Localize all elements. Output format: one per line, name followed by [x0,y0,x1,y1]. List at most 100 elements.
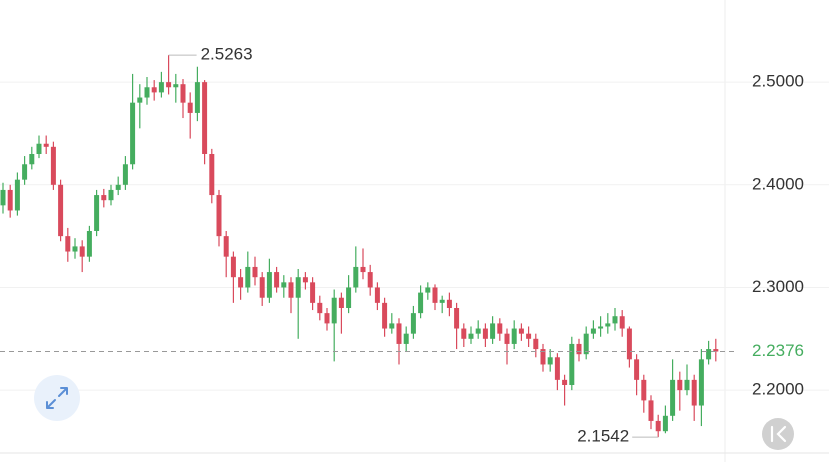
candle-body [22,164,28,180]
candle-body [454,308,460,329]
candle-body [346,287,352,308]
candle-body [7,189,13,211]
candle-body [65,236,71,252]
candle-body [475,328,481,334]
candle-body [281,282,287,288]
candle-body [461,328,467,339]
candle-body [526,333,532,339]
candle-body [187,102,193,113]
candle-body [324,313,330,324]
candle-body [698,359,704,406]
candle-body [583,333,589,355]
candle-body [266,272,272,298]
y-tick-label: 2.3000 [752,277,804,296]
candle-body [511,328,517,344]
candle-body [670,379,676,416]
candles [0,55,719,438]
candle-body [641,379,647,401]
candle-body [533,338,539,350]
expand-button-bg[interactable] [34,375,80,421]
candle-body [259,277,265,298]
y-tick-label: 2.2000 [752,380,804,399]
y-tick-label: 2.5000 [752,72,804,91]
candle-body [446,299,452,308]
candle-body [619,316,625,329]
candle-body [230,256,236,278]
candle-body [238,277,244,288]
candle-body [403,333,409,344]
candle-body [425,287,431,293]
candle-body [317,302,323,314]
max-label: 2.5263 [201,45,253,64]
candle-body [598,326,604,329]
candle-body [94,195,100,231]
candle-body [338,297,344,308]
candle-body [382,302,388,329]
candle-body [274,272,280,288]
candle-body [634,359,640,380]
candle-body [115,184,121,190]
scroll-icon[interactable] [770,425,787,443]
candle-body [468,333,474,339]
expand-icon[interactable] [46,387,68,409]
candle-body [367,272,373,288]
candle-body [151,87,157,93]
candle-body [245,266,251,288]
overlay: 2.5263 2.1542 2.2376 [0,45,829,446]
candle-body [626,328,632,360]
candle-body [504,333,510,344]
candle-body [713,349,719,352]
candle-body [612,316,618,324]
candle-body [50,146,56,185]
candle-body [14,179,20,211]
candle-body [353,266,359,288]
candle-body [194,82,200,113]
candle-body [0,189,6,206]
candle-body [29,154,35,165]
candle-body [389,323,395,329]
candle-body [662,415,668,432]
candle-body [252,266,258,278]
candle-body [691,379,697,406]
expand-button[interactable] [34,375,80,421]
candle-body [497,323,503,334]
candle-body [288,282,294,298]
candle-body [130,102,136,165]
candle-body [137,97,143,103]
last-price-bg [735,339,829,364]
candle-body [302,277,308,283]
candle-body [122,164,128,185]
candle-body [72,246,78,252]
candle-body [576,343,582,355]
candle-body [166,82,172,88]
candle-body [79,246,85,257]
candle-body [209,154,215,196]
candle-body [173,84,179,88]
candle-body [605,323,611,327]
candle-body [310,282,316,303]
candle-body [706,349,712,360]
candle-body [410,313,416,334]
candle-body [677,379,683,391]
candle-body [655,420,661,432]
candle-body [360,266,366,273]
candle-body [36,143,42,154]
candle-body [518,328,524,334]
grid: 2.2000 2.3000 2.4000 2.5000 [0,72,829,399]
y-tick-label: 2.4000 [752,174,804,193]
candle-body [648,400,654,421]
candle-body [554,357,560,380]
scroll-to-latest-button[interactable] [762,418,794,450]
candle-body [569,343,575,385]
candle-body [482,328,488,339]
candle-body [432,287,438,303]
candle-body [202,82,208,154]
candle-body [158,82,164,93]
candle-body [374,287,380,303]
candle-body [439,299,445,303]
candle-body [144,87,150,98]
candle-body [590,328,596,334]
candle-body [58,184,64,237]
candle-body [396,323,402,344]
